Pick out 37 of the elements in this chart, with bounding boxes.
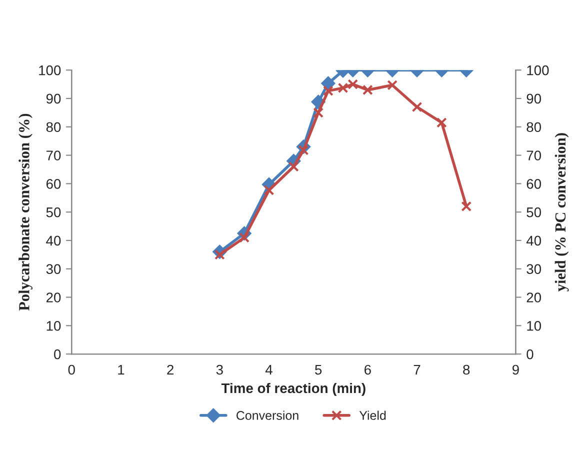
y2-tick-label: 50 [526,207,542,218]
y2-tick-label: 80 [526,122,542,132]
y-tick-label: 40 [46,236,61,246]
y-tick-label: 50 [46,207,61,218]
y-tick-label: 0 [54,349,61,360]
x-tick-label: 1 [118,364,124,375]
y-tick-label: 60 [46,178,61,189]
x-tick-label: 5 [315,364,322,375]
legend-label: Yield [359,410,386,420]
x-axis-title: Time of reaction (min) [221,382,366,396]
x-tick-label: 9 [512,364,519,375]
x-tick-label: 6 [364,364,371,375]
y-tick-label: 10 [46,320,61,331]
y-tick-label: 90 [46,94,61,104]
y2-tick-label: 100 [527,65,549,76]
y-tick-label: 20 [46,292,61,302]
y2-tick-label: 90 [526,94,542,104]
x-tick-label: 0 [68,364,75,375]
legend-label: Conversion [236,410,298,420]
y2-tick-label: 0 [526,349,534,360]
x-tick-label: 2 [167,364,174,375]
y2-tick-label: 60 [526,178,542,189]
x-tick-label: 4 [265,364,272,375]
x-tick-label: 8 [463,364,470,375]
y2-tick-label: 30 [526,264,542,274]
x-tick-label: 3 [216,364,223,375]
y2-tick-label: 70 [526,150,542,160]
y-tick-label: 80 [46,122,61,132]
x-tick-label: 7 [414,364,420,375]
y2-tick-label: 10 [527,320,542,331]
y2-axis-title: yield (% PC conversion) [554,133,569,292]
y-tick-label: 100 [39,65,61,76]
y-tick-label: 70 [46,150,61,160]
y2-tick-label: 40 [526,236,542,246]
y-tick-label: 30 [46,264,61,274]
y-axis-title: Polycarbonate conversion (%) [18,114,32,311]
y2-tick-label: 20 [526,292,542,302]
